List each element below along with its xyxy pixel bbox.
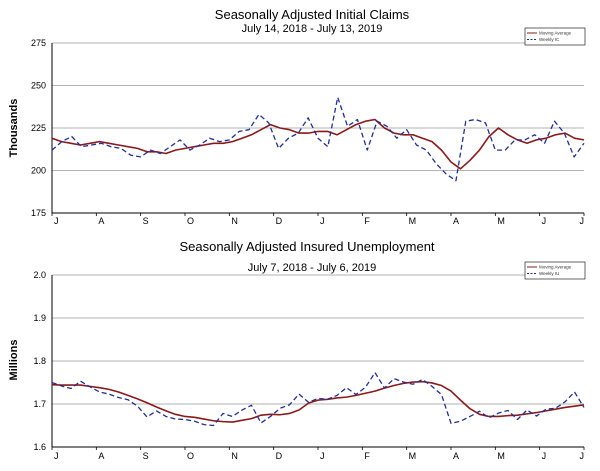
x-tick-label: M	[409, 216, 417, 226]
x-tick-label: D	[276, 451, 283, 461]
legend-label: Moving Average	[539, 31, 572, 36]
x-tick-label: N	[231, 451, 238, 461]
initial-claims-chart: 175 200 225 250 275 J A S O N D J F M A M J J Moving Avera…	[31, 27, 586, 226]
x-tick-label: M	[409, 451, 417, 461]
x-tick-label: J	[320, 451, 325, 461]
chart2-title: Seasonally Adjusted Insured Unemployment	[179, 239, 434, 254]
chart2-ylabel: Millions	[8, 340, 20, 381]
legend-box	[524, 27, 586, 46]
y-tick-label: 2.0	[33, 270, 46, 280]
x-tick-label: D	[276, 216, 283, 226]
x-tick-label: A	[98, 216, 104, 226]
legend-box	[524, 261, 586, 280]
x-tick-label: J	[54, 216, 59, 226]
legend-label: Weekly IU	[539, 271, 559, 276]
x-tick-label: J	[320, 216, 325, 226]
x-tick-label: M	[497, 451, 505, 461]
y-tick-label: 250	[31, 81, 46, 91]
x-tick-label: J	[580, 216, 585, 226]
series-line-weekly	[51, 371, 585, 427]
chart1-ylabel: Thousands	[8, 99, 20, 158]
y-tick-label: 200	[31, 166, 46, 176]
x-tick-label: M	[497, 216, 505, 226]
x-tick-label: O	[187, 216, 194, 226]
x-tick-label: A	[453, 451, 459, 461]
y-tick-label: 225	[31, 123, 46, 133]
y-tick-label: 1.9	[33, 313, 46, 323]
x-tick-label: F	[364, 451, 370, 461]
series-line-weekly	[51, 96, 585, 182]
y-tick-label: 1.6	[33, 442, 46, 452]
y-tick-label: 275	[31, 38, 46, 48]
x-tick-label: J	[542, 216, 547, 226]
x-tick-label: S	[143, 216, 149, 226]
chart1-title: Seasonally Adjusted Initial Claims	[215, 7, 410, 22]
x-tick-label: J	[580, 451, 585, 461]
chart2-subtitle: July 7, 2018 - July 6, 2019	[248, 262, 376, 274]
legend-label: Moving Average	[539, 265, 572, 270]
insured-unemployment-chart: 1.6 1.7 1.8 1.9 2.0 J A S O N D J F M A M J J Moving Avera…	[33, 261, 586, 461]
series-line-moving-average	[51, 380, 585, 423]
legend-label: Weekly IC	[539, 37, 560, 42]
chart1-subtitle: July 14, 2018 - July 13, 2019	[242, 23, 383, 35]
x-tick-label: J	[542, 451, 547, 461]
x-tick-label: F	[364, 216, 370, 226]
x-tick-label: N	[231, 216, 238, 226]
x-tick-label: A	[453, 216, 459, 226]
y-tick-label: 175	[31, 208, 46, 218]
series-line-moving-average	[51, 118, 585, 170]
x-tick-label: S	[143, 451, 149, 461]
y-tick-label: 1.7	[33, 399, 46, 409]
y-tick-label: 1.8	[33, 356, 46, 366]
x-tick-label: J	[54, 451, 59, 461]
x-tick-label: O	[187, 451, 194, 461]
x-tick-label: A	[98, 451, 104, 461]
